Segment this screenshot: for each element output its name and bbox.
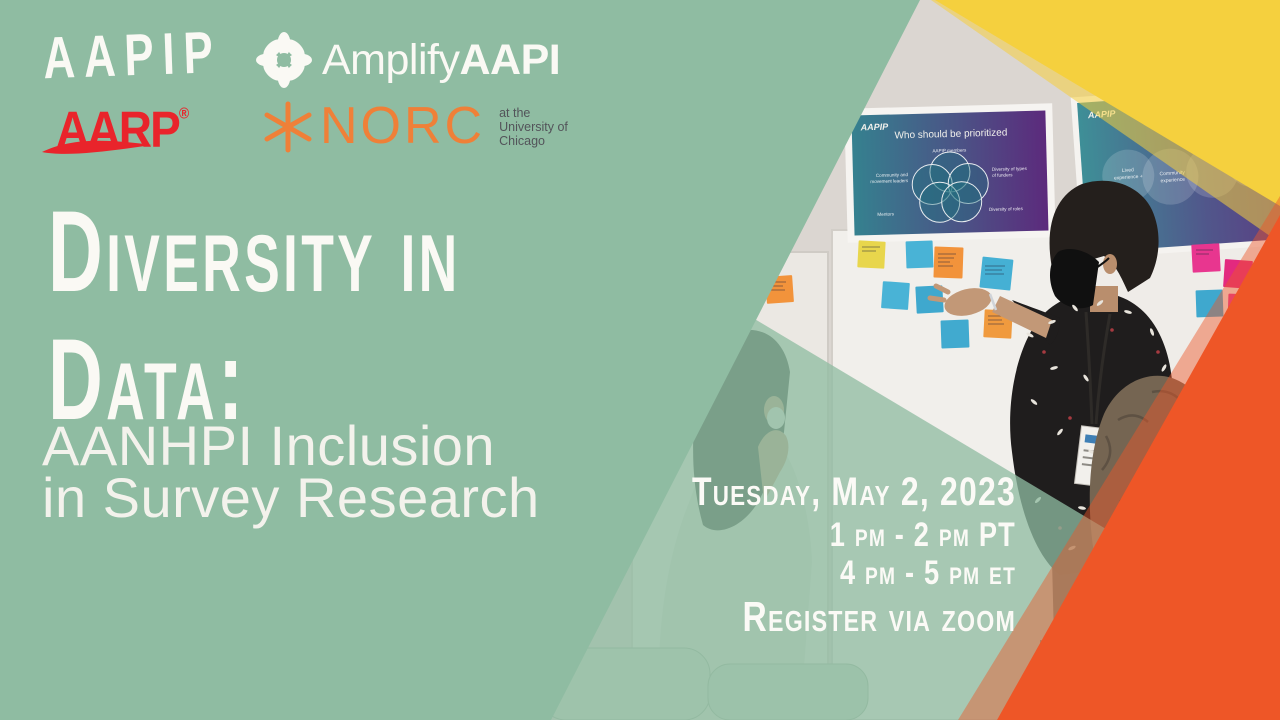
event-title: Diversity in Data: [48, 188, 461, 444]
amplify-aapi-logo: AmplifyAAPI [256, 30, 561, 90]
orange-triangle [997, 215, 1280, 720]
green-background-block [0, 0, 920, 720]
norc-tagline-line: University of [499, 120, 568, 134]
event-subtitle: AANHPI Inclusion in Survey Research [42, 414, 540, 529]
svg-text:Mentors: Mentors [877, 211, 894, 216]
poster2-labels: Lived experience + Community experience [1114, 167, 1186, 185]
amplify-suffix: AAPI [459, 35, 561, 84]
svg-text:Lived: Lived [1122, 167, 1135, 174]
svg-text:of funders: of funders [992, 172, 1013, 178]
pointing-hand [944, 288, 992, 316]
norc-logo: NORC at the University of Chicago [264, 100, 568, 154]
svg-text:Diversity of types: Diversity of types [992, 166, 1028, 172]
aapip-logo: AAPIP [42, 18, 223, 92]
event-time-eastern: 4 pm - 5 pm et [839, 554, 1016, 592]
amplify-prefix: Amplify [322, 35, 460, 84]
svg-text:Community: Community [1159, 170, 1185, 178]
poster1-brand: AAPIP [860, 122, 890, 133]
event-date: Tuesday, May 2, 2023 [691, 470, 1016, 514]
svg-text:Diversity of roles: Diversity of roles [989, 206, 1024, 212]
face-mask [1049, 249, 1099, 309]
norc-tagline-line: at the [499, 106, 531, 120]
poster1-title: Who should be prioritized [894, 127, 1007, 141]
amplify-flower-icon [256, 32, 312, 88]
svg-text:experience: experience [1160, 177, 1185, 185]
svg-text:Community and: Community and [876, 172, 909, 178]
event-time-pacific: 1 pm - 2 pm PT [829, 516, 1016, 554]
sticky-notes [765, 240, 1256, 349]
yellow-triangle [935, 0, 1280, 206]
svg-text:AAPIP members: AAPIP members [932, 148, 967, 154]
poster-who-should-be-prioritized: AAPIP Who should be prioritized AAPIP me… [844, 103, 1056, 243]
norc-wordmark: NORC [320, 97, 486, 155]
title-line-1: Diversity in [48, 188, 461, 316]
venn-labels: AAPIP members Community and movement lea… [870, 148, 1028, 217]
lanyard [1084, 311, 1112, 425]
title-line-2: Data: [48, 316, 247, 444]
register-cta: Register via zoom [742, 593, 1016, 640]
norc-tagline: at the University of Chicago [493, 100, 568, 148]
subtitle-line-2: in Survey Research [42, 466, 540, 529]
amplify-aapi-wordmark: AmplifyAAPI [322, 35, 561, 85]
registered-mark: ® [178, 105, 190, 123]
svg-text:movement leaders: movement leaders [870, 178, 909, 184]
norc-tagline-line: Chicago [499, 134, 545, 148]
bracelet [988, 293, 998, 311]
subtitle-line-1: AANHPI Inclusion [42, 414, 496, 477]
venn-diagram [911, 151, 989, 223]
event-details: Tuesday, May 2, 2023 1 pm - 2 pm PT 4 pm… [683, 468, 1016, 642]
svg-text:experience +: experience + [1114, 174, 1143, 182]
norc-star-icon [264, 101, 312, 153]
aarp-swoosh [42, 140, 152, 154]
